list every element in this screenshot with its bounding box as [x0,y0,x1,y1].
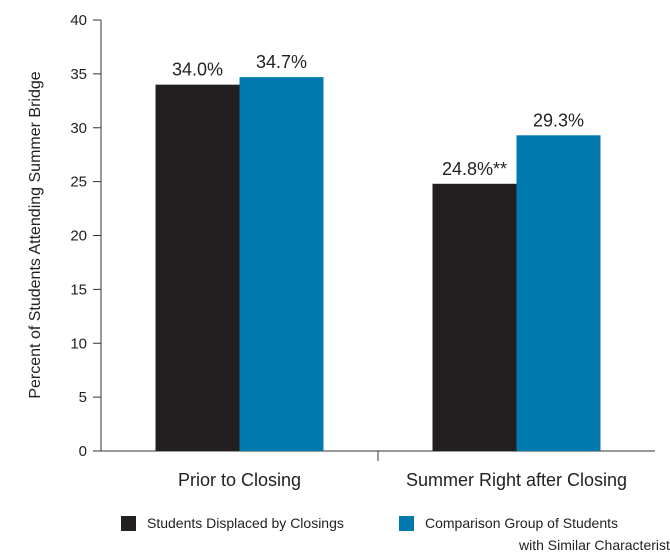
y-axis-title: Percent of Students Attending Summer Bri… [27,71,44,398]
bar [239,77,324,452]
x-category-label: Prior to Closing [178,470,301,490]
legend-swatch [121,516,136,531]
y-tick-label: 35 [70,66,87,83]
data-label: 34.7% [256,52,307,72]
legend-item: Comparison Group of Students with Similar… [399,515,670,553]
bars [155,77,601,452]
y-tick-label: 25 [70,174,87,191]
legend-swatch [399,516,414,531]
data-label: 29.3% [533,110,584,130]
y-tick-label: 5 [79,389,87,406]
legend: Students Displaced by Closings Comparison… [121,515,670,553]
y-tick-label: 20 [70,228,87,245]
legend-item: Students Displaced by Closings [121,515,344,531]
y-tick-label: 40 [70,12,87,29]
data-label: 34.0% [172,60,223,80]
legend-label: Comparison Group of Students [425,515,618,531]
y-tick-label: 0 [79,443,87,460]
x-category-label: Summer Right after Closing [406,470,627,490]
y-axis: 0 5 10 15 20 25 30 35 40 [70,12,102,460]
x-axis: Prior to Closing Summer Right after Closi… [101,450,655,490]
data-label: 24.8%** [442,159,507,179]
data-labels: 34.0% 34.7% 24.8%** 29.3% [172,52,584,179]
y-tick-label: 30 [70,120,87,137]
legend-label: with Similar Characteristics [518,537,670,553]
bar [432,183,517,451]
legend-label: Students Displaced by Closings [147,515,344,531]
y-tick-label: 10 [70,335,87,352]
bar [516,135,601,452]
bar [155,84,240,452]
y-tick-label: 15 [70,281,87,298]
